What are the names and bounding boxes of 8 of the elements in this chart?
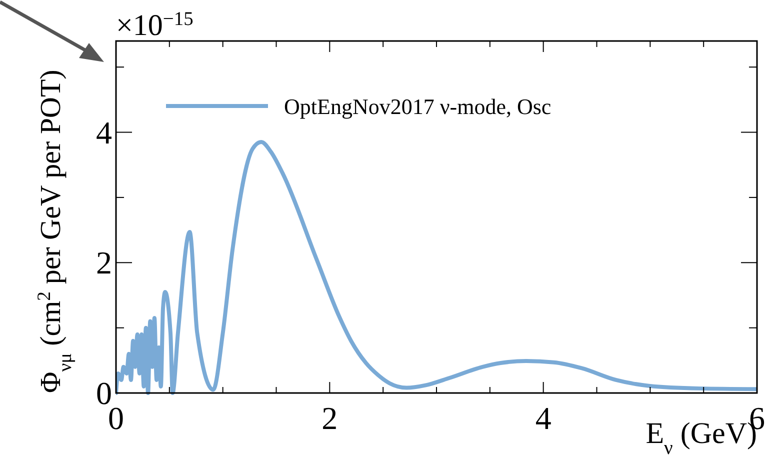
- annotation: ×10$^{−15}$: [116, 8, 194, 42]
- x-tick-label: 4: [535, 400, 552, 436]
- line-series: [116, 140, 757, 395]
- y-tick-label: 2: [96, 244, 112, 281]
- legend-label: OptEngNov2017 ν-mode, Osc: [284, 94, 552, 119]
- y-tick-label: 0: [96, 375, 112, 411]
- y-tick-label: 4: [96, 114, 112, 150]
- x-tick-label: 2: [322, 400, 338, 436]
